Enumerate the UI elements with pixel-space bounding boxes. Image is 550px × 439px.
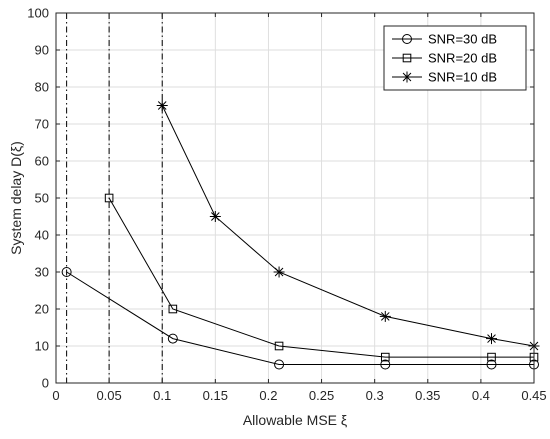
x-tick-label: 0.15 [203,388,228,403]
asterisk-marker [379,310,391,322]
y-tick-label: 50 [35,191,49,206]
legend-entry: SNR=30 dB [392,32,497,47]
circle-marker [167,333,178,344]
square-marker [274,341,284,351]
y-tick-label: 60 [35,154,49,169]
series-square [104,193,539,362]
legend: SNR=30 dB SNR=20 dB SNR=10 dB [383,25,527,91]
circle-marker [402,34,412,44]
asterisk-marker [486,333,498,345]
y-tick-label: 40 [35,228,49,243]
legend-entry: SNR=10 dB [392,70,497,85]
series-line [108,197,534,358]
x-tick-label: 0.2 [259,388,277,403]
asterisk-marker [273,266,285,278]
x-tick-label: 0.45 [521,388,546,403]
circle-marker [380,359,391,370]
legend-label: SNR=30 dB [428,32,497,47]
circle-marker [61,267,72,277]
asterisk-marker [401,71,413,83]
y-tick-label: 10 [35,339,49,354]
y-tick-label: 90 [35,43,49,58]
circle-marker [486,359,497,370]
x-tick-label: 0.1 [153,388,171,403]
square-marker [402,53,412,63]
ticks: 0 0.05 0.1 0.15 0.2 0.25 0.3 0.35 0.4 0.45 0 10 20 30… [27,6,546,404]
y-tick-label: 70 [35,117,49,132]
square-marker [104,193,114,203]
y-axis-label: System delay D(ξ) [8,141,24,255]
x-tick-label: 0.35 [415,388,440,403]
y-tick-label: 100 [27,6,49,21]
series-line [66,271,534,365]
x-tick-label: 0.4 [472,388,490,403]
x-tick-label: 0.3 [366,388,384,403]
x-tick-label: 0.05 [96,388,121,403]
x-axis-label: Allowable MSE ξ [243,412,347,428]
square-marker [168,304,178,314]
legend-label: SNR=20 dB [428,51,497,66]
series-line [161,105,535,347]
asterisk-marker [209,211,221,222]
x-tick-label: 0.25 [309,388,334,403]
square-marker [380,352,390,362]
asterisk-marker [156,100,168,111]
y-tick-label: 0 [42,376,49,391]
legend-entry: SNR=20 dB [392,51,497,66]
square-marker [487,352,496,362]
y-tick-label: 20 [35,302,49,317]
circle-marker [274,359,285,370]
y-tick-label: 80 [35,80,49,95]
legend-label: SNR=10 dB [428,70,497,85]
x-tick-label: 0 [52,388,59,403]
series-asterisk [156,100,540,352]
series-group [61,100,540,370]
y-tick-label: 30 [35,265,49,280]
